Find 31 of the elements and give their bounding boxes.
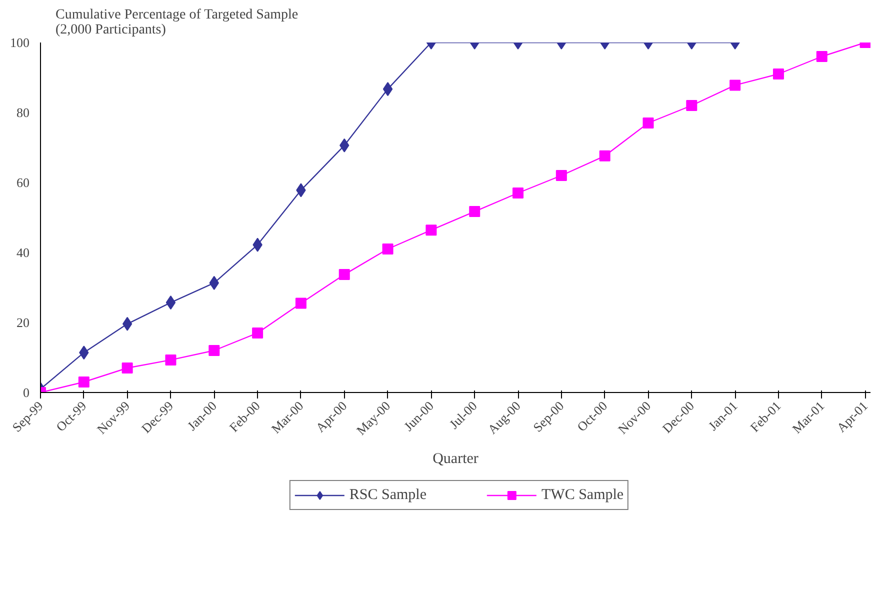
y-tick-label: 40: [16, 245, 30, 260]
point: [78, 376, 90, 388]
point: [426, 224, 437, 236]
y-tick-label: 20: [16, 315, 30, 330]
point: [382, 244, 394, 254]
point: [642, 118, 654, 128]
point: [512, 188, 524, 198]
y-tick-label: 0: [23, 385, 30, 400]
point: [165, 354, 176, 366]
point: [599, 150, 610, 162]
x-axis-title: Quarter: [432, 451, 478, 468]
point: [730, 80, 741, 91]
point: [122, 316, 132, 331]
point: [252, 328, 264, 338]
point: [469, 206, 480, 218]
point: [816, 51, 828, 62]
point: [772, 68, 784, 80]
point: [166, 296, 176, 310]
point: [208, 345, 220, 356]
y-tick-label: 60: [16, 175, 30, 190]
y-tick-label: 100: [10, 35, 30, 50]
point: [556, 170, 567, 181]
point: [338, 269, 350, 280]
point: [382, 82, 393, 96]
y-axis-title: Cumulative Percentage of Targeted Sample (2,000 Participants): [56, 8, 298, 38]
point: [295, 298, 306, 309]
y-tick-label: 80: [16, 105, 30, 120]
legend-label: RSC Sample: [349, 486, 427, 504]
point: [122, 362, 133, 374]
legend-label: TWC Sample: [542, 486, 624, 504]
point: [686, 100, 698, 111]
